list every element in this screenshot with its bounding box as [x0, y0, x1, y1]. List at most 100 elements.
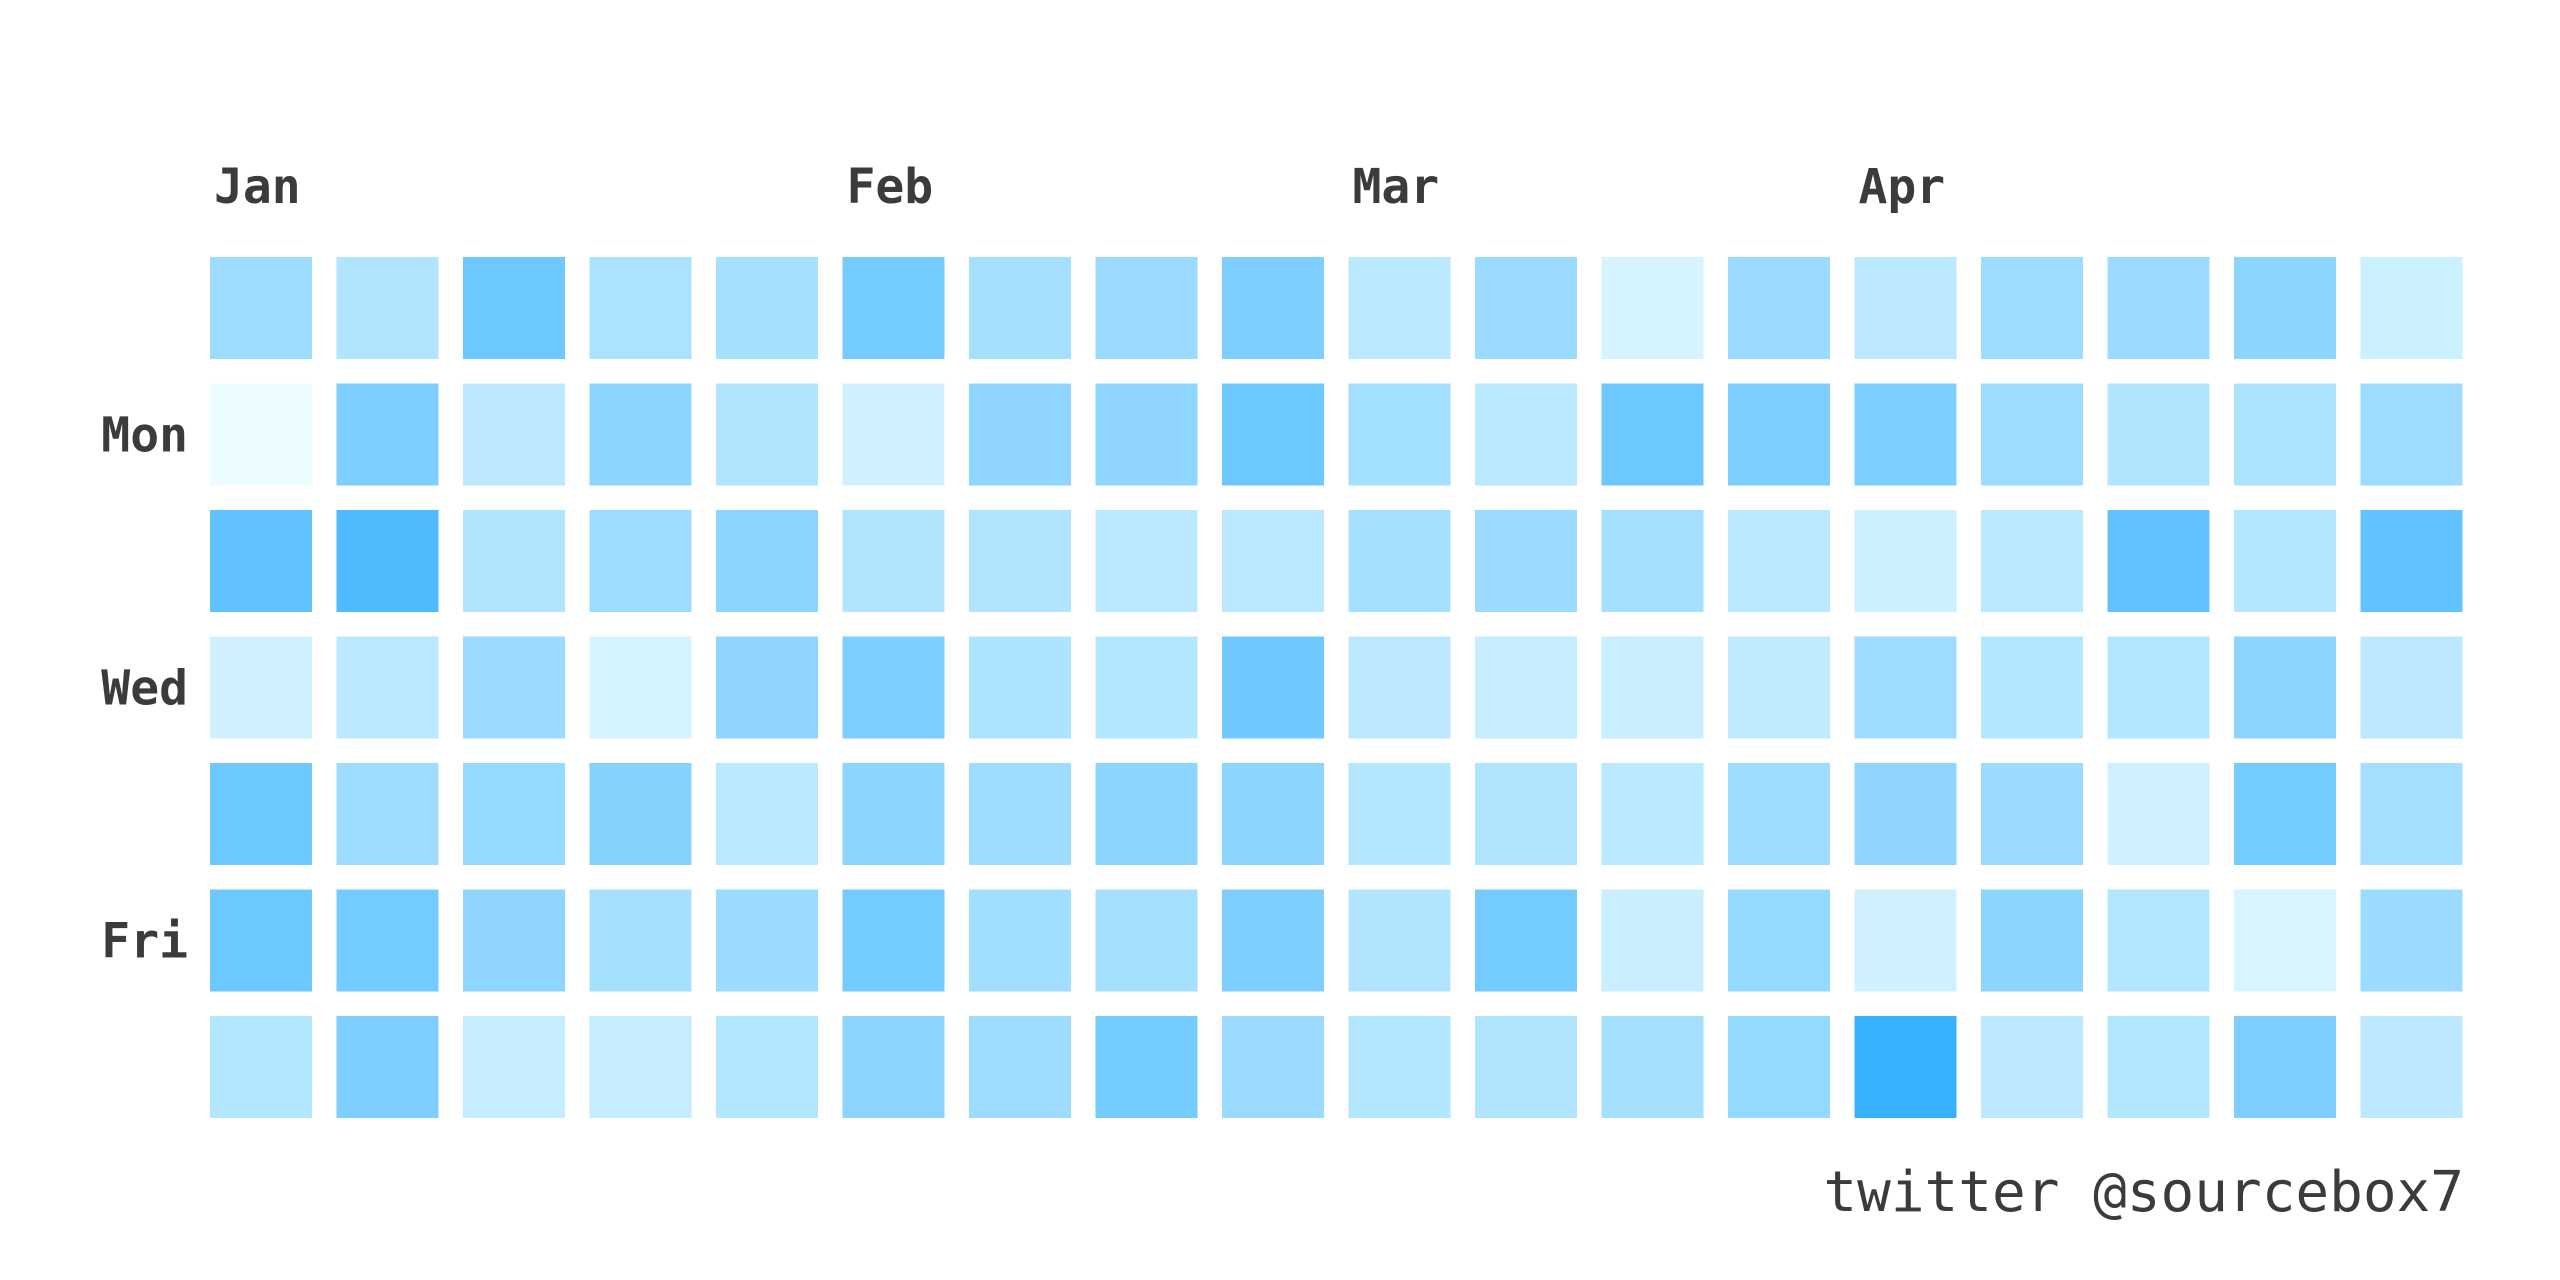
heatmap-cell: [210, 383, 312, 486]
heatmap-cell: [1854, 510, 1957, 612]
month-label: Jan: [214, 159, 301, 215]
heatmap-cell: [463, 636, 565, 739]
heatmap-cell: [1348, 763, 1451, 865]
heatmap-cell: [1095, 383, 1198, 486]
heatmap-cell: [1728, 636, 1830, 739]
heatmap-cell: [1222, 383, 1324, 486]
heatmap-cell: [842, 510, 945, 612]
heatmap-cell: [336, 763, 439, 865]
heatmap-cell: [2107, 257, 2210, 359]
heatmap-cell: [969, 763, 1071, 865]
heatmap-cell: [1475, 1016, 1577, 1118]
month-label: Apr: [1859, 159, 1946, 215]
heatmap-cell: [1728, 510, 1830, 612]
heatmap-cell: [1854, 383, 1957, 486]
heatmap-cell: [589, 636, 692, 739]
day-label: Fri: [101, 914, 188, 970]
heatmap-cell: [210, 257, 312, 359]
heatmap-cell: [463, 1016, 565, 1118]
heatmap-cell: [463, 889, 565, 992]
heatmap-cell: [1348, 889, 1451, 992]
heatmap-cell: [1222, 889, 1324, 992]
heatmap-cell: [2360, 636, 2463, 739]
heatmap-cell: [1728, 383, 1830, 486]
heatmap-cell: [1222, 1016, 1324, 1118]
heatmap-cell: [716, 510, 818, 612]
heatmap-cell: [1348, 1016, 1451, 1118]
heatmap-cell: [842, 636, 945, 739]
heatmap-cell: [463, 510, 565, 612]
heatmap-cell: [1095, 763, 1198, 865]
heatmap-cell: [336, 636, 439, 739]
heatmap-cell: [463, 763, 565, 865]
heatmap-cell: [1601, 636, 1704, 739]
heatmap-cell: [2360, 383, 2463, 486]
heatmap-cell: [210, 636, 312, 739]
heatmap-cell: [2360, 889, 2463, 992]
heatmap-cell: [1981, 1016, 2083, 1118]
heatmap-cell: [1475, 383, 1577, 486]
heatmap-cell: [1475, 636, 1577, 739]
heatmap-cell: [589, 383, 692, 486]
day-label: Wed: [101, 661, 188, 717]
heatmap-cell: [1475, 763, 1577, 865]
heatmap-cell: [2360, 510, 2463, 612]
heatmap-cell: [589, 510, 692, 612]
heatmap-cell: [1601, 889, 1704, 992]
heatmap-cell: [589, 1016, 692, 1118]
heatmap-cell: [1475, 257, 1577, 359]
heatmap-cell: [1222, 257, 1324, 359]
heatmap-cell: [842, 763, 945, 865]
heatmap-cell: [2360, 1016, 2463, 1118]
heatmap-cell: [1728, 257, 1830, 359]
heatmap-cell: [2360, 763, 2463, 865]
month-labels: Jan Feb Mar Apr: [214, 159, 1945, 215]
heatmap-cell: [716, 636, 818, 739]
heatmap-cell: [716, 383, 818, 486]
heatmap-cell: [716, 257, 818, 359]
heatmap-cell: [1222, 510, 1324, 612]
heatmap-cell: [1981, 257, 2083, 359]
heatmap-cell: [2234, 1016, 2336, 1118]
day-label: Mon: [101, 408, 188, 464]
heatmap-cell: [336, 1016, 439, 1118]
heatmap-cell: [1348, 383, 1451, 486]
heatmap-cell: [1601, 383, 1704, 486]
heatmap-cell: [2107, 763, 2210, 865]
heatmap-cell: [969, 383, 1071, 486]
heatmap-cell: [2234, 889, 2336, 992]
heatmap-cell: [1728, 1016, 1830, 1118]
heatmap-cell: [716, 1016, 818, 1118]
heatmap-cell: [842, 1016, 945, 1118]
heatmap-cell: [1601, 763, 1704, 865]
heatmap-cell: [1601, 510, 1704, 612]
heatmap-cell: [2107, 1016, 2210, 1118]
heatmap-cell: [716, 889, 818, 992]
heatmap-cell: [210, 1016, 312, 1118]
heatmap-cell: [2234, 510, 2336, 612]
heatmap-cell: [1095, 636, 1198, 739]
heatmap-cell: [1981, 510, 2083, 612]
heatmap-cell: [1854, 636, 1957, 739]
heatmap-cell: [969, 510, 1071, 612]
heatmap-cell: [1981, 889, 2083, 992]
heatmap-cell: [1475, 889, 1577, 992]
heatmap-cell: [1348, 257, 1451, 359]
day-labels: Mon Wed Fri: [101, 408, 188, 970]
heatmap-cell: [1854, 889, 1957, 992]
heatmap-cell: [1728, 889, 1830, 992]
heatmap-cell: [716, 763, 818, 865]
heatmap-cell: [1095, 889, 1198, 992]
heatmap-cell: [2234, 383, 2336, 486]
heatmap-cell: [969, 1016, 1071, 1118]
heatmap-cell: [1222, 763, 1324, 865]
heatmap-cell: [842, 889, 945, 992]
heatmap-cell: [2234, 257, 2336, 359]
heatmap-cell: [589, 763, 692, 865]
heatmap-cell: [210, 889, 312, 992]
heatmap-cell: [1475, 510, 1577, 612]
heatmap-cell: [1222, 636, 1324, 739]
heatmap-cell: [336, 889, 439, 992]
heatmap-cell: [1601, 1016, 1704, 1118]
heatmap-cell: [1854, 257, 1957, 359]
